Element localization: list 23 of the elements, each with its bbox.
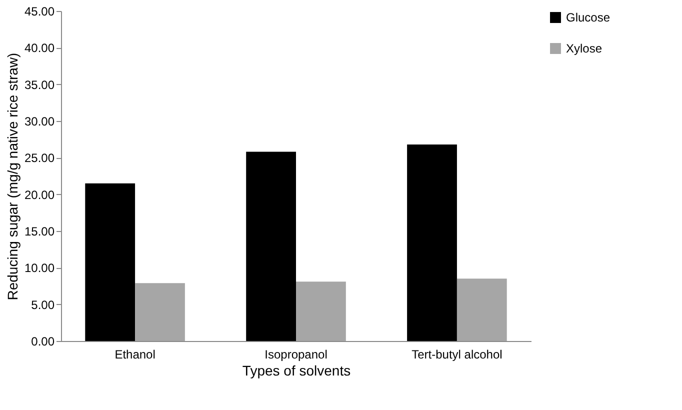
y-tick-label: 15.00 [24, 224, 55, 238]
bar [246, 152, 296, 341]
y-tick-label: 40.00 [24, 41, 55, 56]
bar [85, 183, 136, 341]
y-axis-title: Reducing sugar (mg/g native rice straw) [4, 52, 20, 300]
y-tick-label: 0.00 [31, 334, 55, 348]
y-tick-label: 25.00 [24, 151, 55, 166]
y-tick-label: 30.00 [24, 114, 55, 128]
bar [456, 278, 507, 341]
x-tick-label: Isopropanol [264, 348, 328, 362]
legend-label: Glucose [566, 10, 610, 24]
y-tick-label: 35.00 [24, 78, 55, 92]
bar [135, 283, 185, 341]
legend-label: Xylose [566, 42, 602, 56]
bar [296, 282, 346, 341]
y-tick-label: 10.00 [24, 261, 55, 276]
x-axis-title: Types of solvents [242, 362, 351, 378]
y-tick-label: 45.00 [24, 4, 55, 18]
x-tick-label: Ethanol [114, 348, 156, 362]
y-tick-label: 20.00 [24, 188, 55, 202]
bar [407, 144, 457, 341]
y-tick-label: 5.00 [31, 298, 55, 312]
x-tick-label: Tert-butyl alcohol [412, 348, 502, 362]
